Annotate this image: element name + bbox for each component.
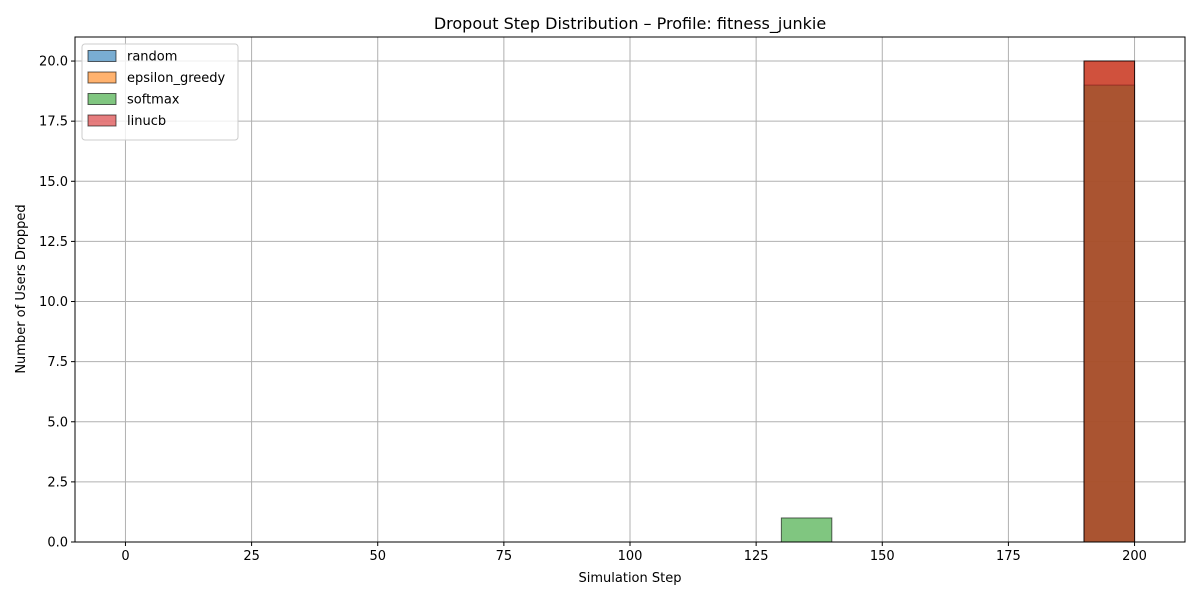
ticks-layer: 0 25 50 75 100 125 150 175 200 0.0 2.5 5.0 7.5 10.0 12… (39, 55, 1147, 564)
y-tick-label: 20.0 (39, 55, 68, 70)
x-tick-label: 100 (618, 549, 643, 564)
x-tick-label: 25 (243, 549, 260, 564)
chart-title: Dropout Step Distribution – Profile: fit… (434, 14, 826, 34)
bars-layer (780, 60, 1136, 543)
y-tick-label: 2.5 (47, 475, 68, 490)
legend-label: linucb (127, 114, 166, 129)
legend-label: softmax (127, 93, 180, 108)
legend-swatch (87, 71, 117, 84)
y-tick-label: 7.5 (47, 355, 68, 370)
x-tick-label: 50 (369, 549, 386, 564)
x-tick-label: 75 (496, 549, 513, 564)
y-tick-label: 5.0 (47, 415, 68, 430)
legend-swatch (87, 114, 117, 127)
x-tick-label: 125 (744, 549, 769, 564)
x-tick-label: 0 (121, 549, 129, 564)
grid-layer (75, 37, 1185, 543)
legend-box (81, 43, 239, 141)
histogram-bar (780, 517, 833, 543)
x-axis-label: Simulation Step (579, 571, 682, 586)
y-tick-label: 12.5 (39, 235, 68, 250)
x-tick-label: 150 (870, 549, 895, 564)
legend-swatch (87, 50, 117, 62)
legend-swatch (87, 93, 117, 105)
y-tick-label: 15.0 (39, 175, 68, 190)
legend-label: epsilon_greedy (127, 71, 225, 86)
y-axis-label: Number of Users Dropped (14, 204, 29, 373)
x-tick-label: 200 (1122, 549, 1147, 564)
y-tick-label: 0.0 (47, 536, 68, 551)
x-tick-label: 175 (996, 549, 1021, 564)
y-tick-label: 17.5 (39, 115, 68, 130)
legend-label: random (127, 50, 177, 65)
histogram-bar (1083, 60, 1136, 543)
y-tick-label: 10.0 (39, 295, 68, 310)
